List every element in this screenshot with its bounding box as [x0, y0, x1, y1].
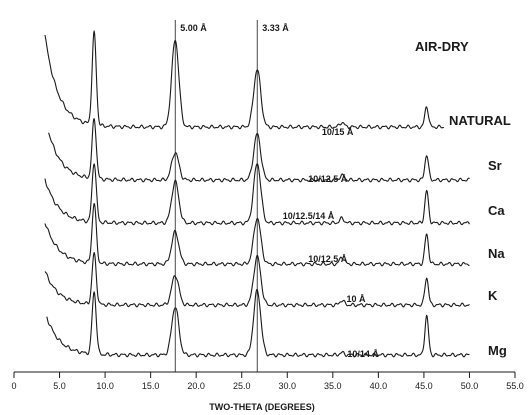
x-tick-label-5: 25.0 [233, 381, 251, 391]
trace-na [44, 202, 470, 267]
spacing-label-sr: 10/12.5 Å [308, 174, 348, 184]
reference-line-label-1: 3.33 Å [262, 23, 289, 33]
x-tick-label-6: 30.0 [279, 381, 297, 391]
x-tick-label-1: 5.0 [53, 381, 66, 391]
x-tick-label-11: 55.0 [506, 381, 524, 391]
sample-label-sr: Sr [488, 158, 502, 173]
trace-k [44, 251, 470, 308]
spacing-label-mg: 10/14 Å [347, 349, 379, 359]
spacing-label-na: 10/12.5 Å [308, 254, 348, 264]
trace-ca [44, 163, 470, 226]
spacing-label-ca: 10/12.5/14 Å [283, 211, 335, 221]
x-tick-label-4: 20.0 [187, 381, 205, 391]
x-tick-label-0: 0 [11, 381, 16, 391]
x-tick-label-2: 10.0 [96, 381, 114, 391]
spacing-label-k: 10 Å [346, 294, 366, 304]
sample-label-mg: Mg [488, 343, 507, 358]
trace-sr [48, 118, 470, 183]
trace-mg [46, 288, 470, 358]
sample-label-k: K [488, 288, 498, 303]
x-tick-label-3: 15.0 [142, 381, 160, 391]
x-axis-label: TWO-THETA (DEGREES) [209, 402, 315, 412]
x-tick-label-10: 50.0 [461, 381, 479, 391]
sample-label-natural: NATURAL [449, 113, 511, 128]
x-tick-label-9: 45.0 [415, 381, 433, 391]
sample-label-na: Na [488, 246, 505, 261]
chart-title: AIR-DRY [415, 39, 469, 54]
reference-line-label-0: 5.00 Å [180, 23, 207, 33]
x-tick-label-7: 35.0 [324, 381, 342, 391]
x-tick-label-8: 40.0 [370, 381, 388, 391]
sample-label-ca: Ca [488, 203, 505, 218]
spacing-label-natural: 10/15 Å [322, 127, 354, 137]
trace-natural [44, 30, 445, 130]
